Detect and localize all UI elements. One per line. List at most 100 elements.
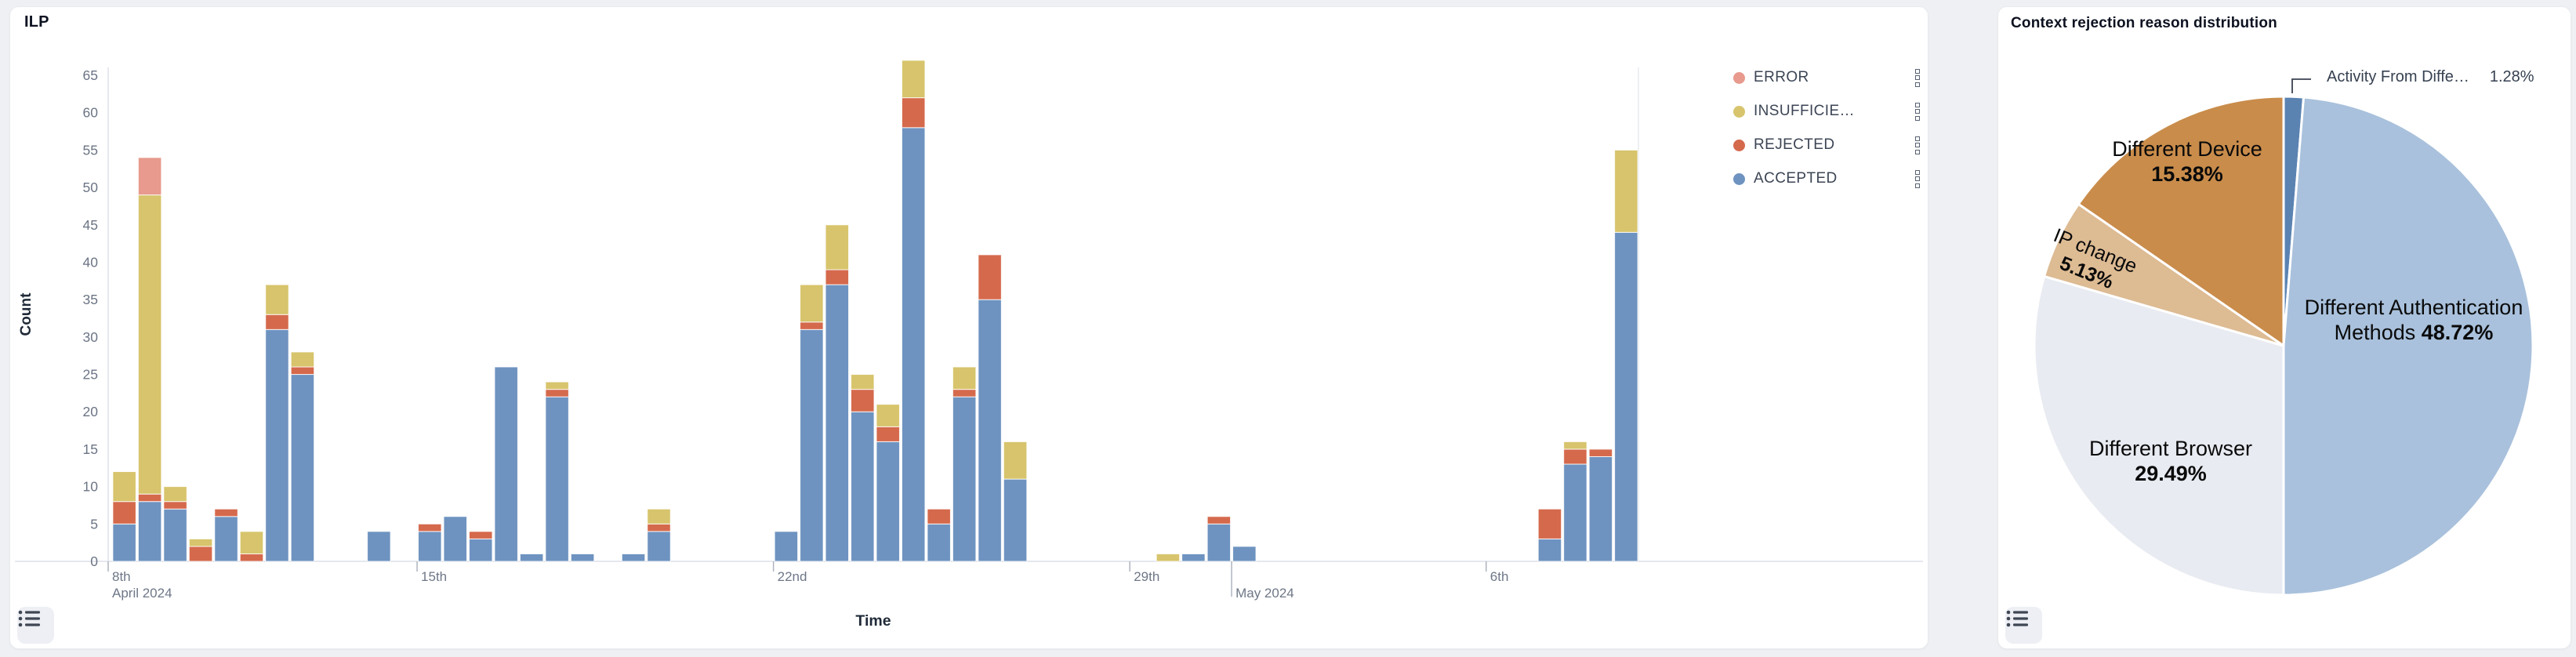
- legend-item-error[interactable]: ERROR: [1733, 67, 1921, 89]
- bar-segment-rejected[interactable]: [1563, 448, 1587, 465]
- list-icon: [2006, 610, 2028, 627]
- bar-segment-accepted[interactable]: [1588, 456, 1613, 562]
- bar-segment-accepted[interactable]: [112, 523, 136, 562]
- bar-segment-accepted[interactable]: [443, 516, 467, 562]
- bar-segment-accepted[interactable]: [367, 531, 391, 562]
- bar-segment-accepted[interactable]: [876, 441, 900, 562]
- bar-segment-accepted[interactable]: [1537, 538, 1562, 562]
- bar-segment-accepted[interactable]: [978, 299, 1002, 562]
- drag-handle-squares-icon[interactable]: [1914, 101, 1921, 122]
- legend-item-insufficient[interactable]: INSUFFICIE…: [1733, 100, 1921, 122]
- legend-label: REJECTED: [1754, 136, 1835, 153]
- svg-text:5: 5: [90, 516, 98, 532]
- bar-segment-accepted[interactable]: [1232, 546, 1257, 562]
- bar-segment-rejected[interactable]: [800, 321, 824, 330]
- bar-segment-accepted[interactable]: [468, 538, 493, 562]
- bar-segment-rejected[interactable]: [468, 531, 493, 539]
- bar-segment-insufficient[interactable]: [163, 486, 187, 503]
- bar-segment-accepted[interactable]: [901, 127, 926, 562]
- bar-segment-rejected[interactable]: [163, 501, 187, 510]
- bar-segment-rejected[interactable]: [647, 523, 671, 532]
- bar-segment-accepted[interactable]: [163, 508, 187, 562]
- bar-segment-rejected[interactable]: [901, 97, 926, 129]
- pie-slice[interactable]: [2033, 274, 2285, 597]
- pie-slice[interactable]: [2077, 95, 2285, 347]
- bar-segment-accepted[interactable]: [825, 284, 850, 562]
- bar-segment-insufficient[interactable]: [265, 284, 289, 315]
- bar-segment-insufficient[interactable]: [952, 366, 977, 390]
- bar-segment-insufficient[interactable]: [239, 531, 264, 554]
- bar-segment-rejected[interactable]: [1588, 448, 1613, 457]
- bar-segment-rejected[interactable]: [545, 389, 569, 397]
- pie-callout-label: Activity From Diffe… 1.28%: [2327, 68, 2534, 85]
- bar-segment-accepted[interactable]: [265, 328, 289, 562]
- bar-segment-insufficient[interactable]: [188, 538, 213, 547]
- legend-item-accepted[interactable]: ACCEPTED: [1733, 168, 1921, 190]
- bar-segment-insufficient[interactable]: [1003, 441, 1028, 480]
- bar-segment-accepted[interactable]: [214, 516, 238, 562]
- bar-segment-accepted[interactable]: [647, 531, 671, 562]
- bar-segment-rejected[interactable]: [112, 501, 136, 525]
- bar-segment-error[interactable]: [137, 157, 162, 196]
- bar-segment-accepted[interactable]: [621, 553, 646, 562]
- bar-segment-accepted[interactable]: [1003, 478, 1028, 562]
- bar-segment-accepted[interactable]: [774, 531, 799, 562]
- bar-segment-accepted[interactable]: [851, 411, 875, 562]
- drag-handle-squares-icon[interactable]: [1914, 135, 1921, 156]
- bar-segment-insufficient[interactable]: [876, 404, 900, 427]
- bar-segment-rejected[interactable]: [1537, 508, 1562, 539]
- bar-segment-accepted[interactable]: [1206, 523, 1232, 562]
- panel-list-button[interactable]: [2005, 607, 2042, 644]
- bar-segment-accepted[interactable]: [545, 396, 569, 562]
- bar-segment-insufficient[interactable]: [1614, 149, 1638, 233]
- bar-segment-insufficient[interactable]: [112, 471, 136, 503]
- bar-segment-rejected[interactable]: [851, 389, 875, 412]
- bar-segment-rejected[interactable]: [188, 546, 213, 562]
- bar-segment-insufficient[interactable]: [290, 351, 315, 368]
- bar-segment-insufficient[interactable]: [1156, 553, 1181, 562]
- bar-segment-rejected[interactable]: [265, 314, 289, 330]
- pie-slice[interactable]: [2282, 96, 2534, 597]
- bar-segment-rejected[interactable]: [137, 493, 162, 503]
- bar-segment-rejected[interactable]: [825, 269, 850, 285]
- bar-segment-accepted[interactable]: [137, 501, 162, 562]
- bar-segment-insufficient[interactable]: [851, 374, 875, 390]
- bar-segment-accepted[interactable]: [418, 531, 442, 562]
- bar-segment-insufficient[interactable]: [545, 381, 569, 390]
- legend-item-rejected[interactable]: REJECTED: [1733, 134, 1921, 156]
- bar-segment-insufficient[interactable]: [825, 224, 850, 270]
- bar-segment-insufficient[interactable]: [901, 60, 926, 99]
- bar-segment-rejected[interactable]: [290, 366, 315, 376]
- bar-segment-insufficient[interactable]: [647, 508, 671, 525]
- rejection-pie-chart: [2033, 78, 2534, 597]
- bar-segment-insufficient[interactable]: [137, 194, 162, 495]
- bar-segment-rejected[interactable]: [978, 254, 1002, 300]
- bar-segment-rejected[interactable]: [927, 508, 951, 525]
- bar-segment-accepted[interactable]: [519, 553, 544, 562]
- bar-segment-accepted[interactable]: [927, 523, 951, 562]
- bar-segment-accepted[interactable]: [290, 374, 315, 562]
- legend-label: INSUFFICIE…: [1754, 103, 1855, 119]
- bar-segment-rejected[interactable]: [1206, 516, 1232, 525]
- bar-segment-rejected[interactable]: [214, 508, 238, 517]
- bar-segment-rejected[interactable]: [418, 523, 442, 532]
- svg-text:15: 15: [83, 441, 98, 457]
- bar-segment-accepted[interactable]: [800, 328, 824, 562]
- bar-segment-insufficient[interactable]: [800, 284, 824, 323]
- bar-segment-accepted[interactable]: [1614, 231, 1638, 562]
- svg-text:15th: 15th: [421, 569, 447, 584]
- bar-segment-accepted[interactable]: [570, 553, 595, 562]
- bar-segment-accepted[interactable]: [952, 396, 977, 562]
- list-icon: [18, 610, 40, 627]
- bar-segment-rejected[interactable]: [239, 553, 264, 562]
- svg-text:Count: Count: [18, 292, 34, 336]
- drag-handle-squares-icon[interactable]: [1914, 67, 1921, 89]
- bar-segment-accepted[interactable]: [1563, 463, 1587, 562]
- bar-segment-accepted[interactable]: [494, 366, 518, 562]
- bar-segment-rejected[interactable]: [952, 389, 977, 397]
- panel-list-button[interactable]: [17, 607, 54, 644]
- bar-segment-accepted[interactable]: [1181, 553, 1206, 562]
- bar-segment-rejected[interactable]: [876, 426, 900, 442]
- bar-segment-insufficient[interactable]: [1563, 441, 1587, 450]
- drag-handle-squares-icon[interactable]: [1914, 169, 1921, 190]
